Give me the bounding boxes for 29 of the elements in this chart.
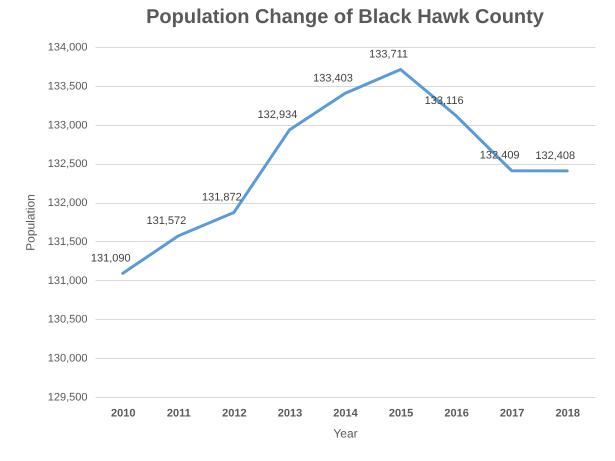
y-tick-label: 131,000: [48, 274, 88, 287]
x-tick-label: 2014: [333, 408, 359, 420]
y-axis-title: Population: [24, 194, 38, 251]
y-tick-label: 129,500: [48, 392, 88, 404]
y-tick-label: 130,500: [48, 314, 88, 326]
y-tick-label: 130,000: [48, 352, 88, 365]
chart-title: Population Change of Black Hawk County: [146, 6, 545, 28]
y-tick-label: 134,000: [48, 42, 88, 54]
x-tick-label: 2016: [444, 408, 469, 420]
y-tick-label: 133,500: [48, 80, 88, 92]
x-tick-label: 2011: [166, 408, 191, 420]
x-tick-label: 2012: [222, 408, 247, 420]
data-label: 132,408: [535, 150, 576, 162]
data-label: 133,711: [369, 48, 408, 60]
data-label: 131,090: [90, 252, 131, 264]
x-tick-label: 2017: [500, 408, 524, 420]
x-tick-label: 2018: [555, 408, 580, 420]
data-label: 133,403: [313, 72, 353, 84]
y-tick-label: 132,000: [48, 197, 88, 210]
y-tick-label: 132,500: [48, 158, 88, 170]
data-label: 131,572: [146, 214, 186, 227]
x-tick-label: 2010: [111, 408, 136, 420]
x-tick-label: 2013: [278, 408, 302, 420]
data-label: 131,872: [202, 192, 242, 204]
y-tick-label: 131,500: [48, 236, 88, 248]
x-tick-label: 2015: [388, 408, 414, 420]
x-axis-title: Year: [333, 426, 358, 440]
y-tick-label: 133,000: [48, 119, 88, 132]
data-label: 132,934: [258, 108, 298, 121]
